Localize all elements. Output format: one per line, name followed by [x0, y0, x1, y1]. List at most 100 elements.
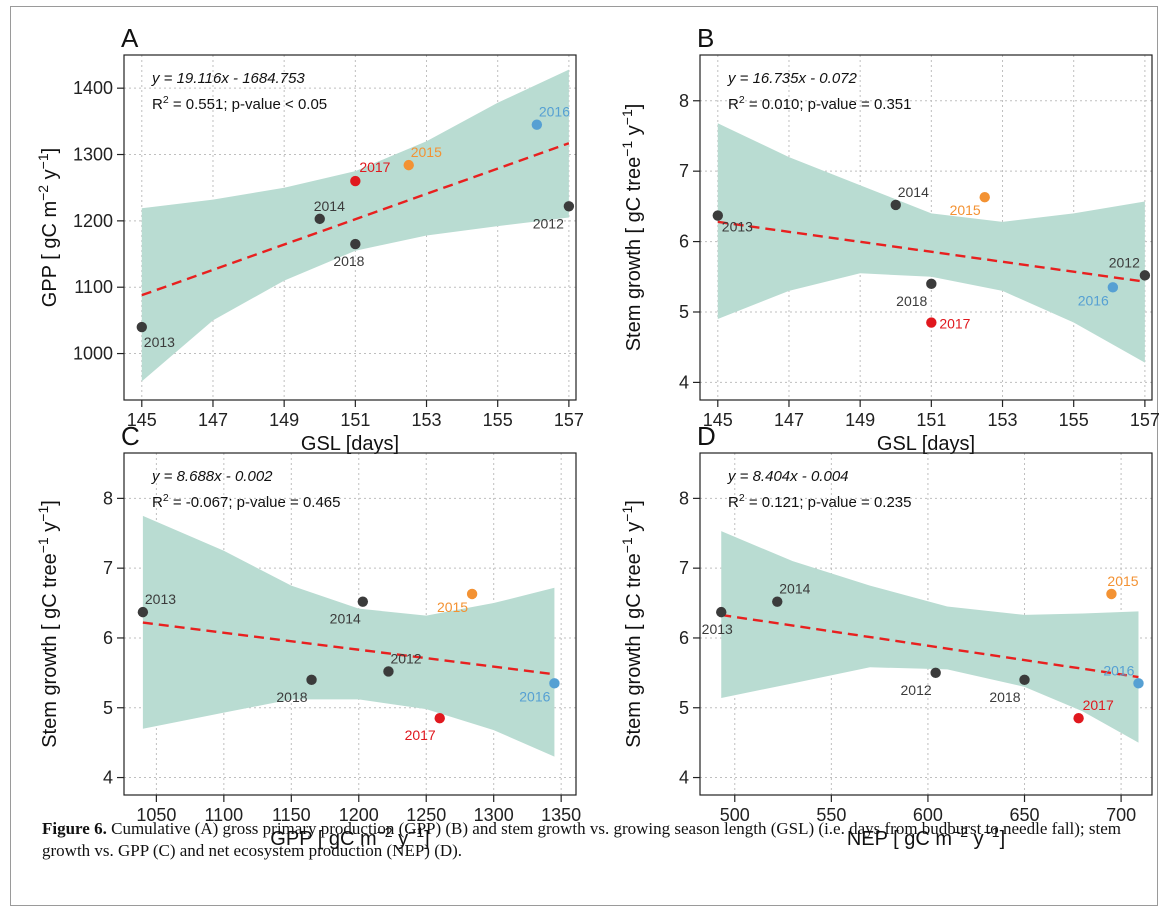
- data-point: [772, 596, 783, 607]
- x-tick-label: 145: [703, 410, 733, 430]
- plot-frame: [699, 452, 1153, 796]
- data-point: [1107, 282, 1119, 293]
- point-label: 2018: [896, 293, 927, 309]
- data-point: [136, 321, 147, 333]
- y-tick-label: 6: [103, 628, 113, 648]
- panel-A: 145 147 149 151 153 155 157 1000 1100 1200 1300 140…: [35, 23, 584, 455]
- regression-equation: y = 19.116x - 1684.753: [151, 70, 305, 87]
- regression-stats: R2 = 0.121; p-value = 0.235: [728, 492, 911, 511]
- y-tick-label: 6: [679, 628, 689, 648]
- point-label: 2016: [1103, 662, 1134, 678]
- x-axis-title: GSL [days]: [877, 433, 975, 455]
- point-label: 2015: [437, 599, 468, 615]
- data-point: [306, 674, 317, 686]
- x-tick-label: 650: [1009, 805, 1039, 825]
- regression-stats: R2 = 0.010; p-value = 0.351: [728, 94, 911, 113]
- y-tick-label: 4: [679, 768, 689, 788]
- caption-text: Cumulative (A) gross primary production …: [42, 819, 1122, 860]
- point-label: 2014: [330, 611, 361, 627]
- x-tick-label: 155: [1059, 410, 1089, 430]
- x-tick-label: 147: [198, 410, 228, 430]
- x-tick-label: 550: [816, 805, 846, 825]
- point-label: 2016: [1078, 292, 1109, 308]
- x-tick-label: 1100: [204, 805, 243, 825]
- point-label: 2015: [950, 202, 981, 218]
- point-label: 2012: [390, 650, 421, 666]
- data-point: [350, 238, 361, 250]
- y-tick-label: 6: [679, 232, 689, 252]
- x-axis-title: GSL [days]: [301, 433, 399, 455]
- point-label: 2012: [533, 215, 564, 231]
- fit-line: [717, 220, 1146, 283]
- figure-caption: Figure 6. Cumulative (A) gross primary p…: [42, 818, 1132, 862]
- point-label: 2017: [405, 727, 436, 743]
- data-point: [531, 119, 543, 130]
- point-label: 2014: [779, 581, 810, 597]
- point-label: 2015: [411, 144, 442, 160]
- y-tick-label: 1200: [73, 211, 113, 231]
- data-point: [716, 606, 727, 618]
- regression-stats: R2 = 0.551; p-value < 0.05: [152, 94, 327, 113]
- data-point: [1106, 588, 1117, 600]
- regression-stats: R2 = -0.067; p-value = 0.465: [152, 492, 340, 511]
- point-label: 2017: [1083, 697, 1114, 713]
- point-label: 2018: [276, 689, 307, 705]
- caption-label: Figure 6.: [42, 819, 107, 838]
- y-tick-label: 1100: [74, 277, 113, 297]
- x-tick-label: 1150: [272, 805, 311, 825]
- x-tick-label: 155: [483, 410, 513, 430]
- x-tick-label: 700: [1106, 805, 1136, 825]
- y-tick-label: 8: [103, 488, 113, 508]
- fit-line: [142, 621, 555, 676]
- panel-B: 145 147 149 151 153 155 157 4 5 6 7 8 GSL [days] Stem…: [619, 23, 1160, 455]
- confidence-band: [142, 515, 555, 757]
- x-tick-label: 153: [411, 410, 441, 430]
- y-tick-label: 5: [679, 698, 689, 718]
- panel-label: A: [121, 23, 139, 53]
- data-point: [383, 666, 394, 677]
- x-tick-label: 1250: [406, 805, 446, 825]
- data-point: [434, 713, 445, 724]
- confidence-band: [721, 531, 1139, 743]
- panel-label: C: [121, 421, 140, 451]
- point-label: 2012: [1109, 254, 1140, 270]
- regression-equation: y = 8.688x - 0.002: [151, 468, 273, 485]
- data-point: [926, 317, 937, 328]
- data-point: [926, 278, 937, 290]
- y-tick-label: 1400: [73, 78, 113, 98]
- point-label: 2016: [519, 688, 550, 704]
- x-tick-label: 500: [720, 805, 750, 825]
- point-label: 2013: [145, 591, 176, 607]
- panel-label: B: [697, 23, 714, 53]
- data-point: [1133, 678, 1144, 689]
- panel-C: 1050 1100 1150 1200 1250 1300 1350 4 5 6 7 8 GPP [ g…: [35, 421, 581, 850]
- data-point: [1019, 674, 1030, 686]
- point-label: 2017: [359, 159, 390, 175]
- data-point: [979, 192, 990, 203]
- panel-D: 500 550 600 650 700 4 5 6 7 8 NEP [ gC m−2 y−1] Ste…: [619, 421, 1153, 850]
- x-tick-label: 157: [554, 410, 584, 430]
- data-point: [314, 213, 325, 225]
- panel-label: D: [697, 421, 716, 451]
- point-label: 2013: [722, 219, 753, 235]
- y-axis-title: GPP [ gC m−2 y−1]: [35, 148, 61, 307]
- point-label: 2013: [702, 621, 733, 637]
- y-tick-label: 4: [103, 768, 113, 788]
- y-tick-label: 7: [103, 558, 113, 578]
- regression-equation: y = 8.404x - 0.004: [727, 468, 849, 485]
- y-axis-title: Stem growth [ gC tree−1 y−1]: [619, 500, 645, 748]
- x-tick-label: 149: [845, 410, 875, 430]
- y-tick-label: 4: [679, 372, 689, 392]
- x-tick-label: 600: [913, 805, 943, 825]
- y-tick-label: 8: [679, 488, 689, 508]
- point-label: 2014: [898, 184, 929, 200]
- data-point: [930, 667, 941, 679]
- data-point: [549, 678, 560, 689]
- point-label: 2017: [939, 316, 970, 332]
- data-point: [712, 210, 723, 221]
- plot-frame: [699, 54, 1153, 401]
- x-tick-label: 147: [774, 410, 804, 430]
- x-tick-label: 145: [127, 410, 157, 430]
- x-tick-label: 151: [916, 410, 946, 430]
- data-point: [137, 606, 149, 618]
